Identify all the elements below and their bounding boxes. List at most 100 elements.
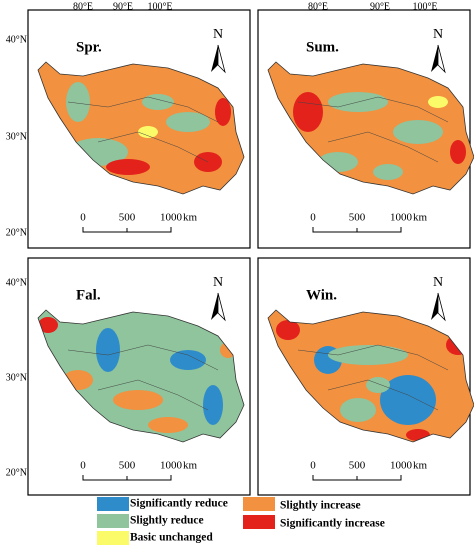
lat-label: 30°N bbox=[6, 131, 27, 142]
scale-label: 0 bbox=[80, 460, 86, 472]
region bbox=[428, 96, 448, 108]
boundary bbox=[37, 61, 245, 195]
legend-swatch bbox=[97, 497, 129, 511]
map bbox=[267, 309, 474, 443]
north-label: N bbox=[433, 27, 443, 42]
legend-swatch bbox=[243, 497, 275, 511]
north-arrow bbox=[431, 293, 438, 320]
region bbox=[373, 164, 403, 180]
internal-border bbox=[67, 344, 219, 411]
map-fill bbox=[268, 310, 474, 442]
north-arrow bbox=[211, 45, 218, 72]
north-label: N bbox=[213, 275, 223, 290]
scale-label: 0 bbox=[310, 212, 316, 224]
scale-label: 1000 bbox=[160, 460, 183, 472]
panel-label: Sum. bbox=[306, 39, 339, 55]
north-label: N bbox=[433, 275, 443, 290]
scale-unit: km bbox=[413, 460, 428, 472]
scale-unit: km bbox=[183, 460, 198, 472]
panel-frame bbox=[257, 257, 471, 496]
north-label: N bbox=[213, 27, 223, 42]
panel-label: Win. bbox=[306, 287, 337, 303]
map-fill bbox=[268, 62, 474, 194]
lon-label: 100°E bbox=[147, 1, 172, 12]
boundary bbox=[37, 309, 245, 443]
lat-label: 20°N bbox=[6, 227, 27, 238]
lat-label: 30°N bbox=[6, 372, 27, 383]
region bbox=[220, 342, 236, 358]
region bbox=[170, 350, 206, 370]
scale-bar bbox=[82, 227, 172, 233]
region bbox=[38, 317, 58, 333]
scale-bar bbox=[312, 227, 402, 233]
region bbox=[106, 159, 150, 175]
legend-label: Significantly increase bbox=[280, 518, 385, 530]
panel-frame bbox=[27, 9, 251, 249]
map bbox=[37, 61, 245, 195]
legend-swatch bbox=[97, 531, 129, 545]
scale-label: 500 bbox=[119, 212, 136, 224]
north-arrow bbox=[217, 44, 226, 74]
scale-label: 1000 bbox=[160, 212, 183, 224]
legend-swatch bbox=[243, 515, 275, 529]
lon-label: 90°E bbox=[370, 1, 390, 12]
north-arrow bbox=[211, 293, 218, 320]
internal-border bbox=[67, 96, 219, 163]
region bbox=[380, 375, 436, 425]
lat-label: 20°N bbox=[6, 467, 27, 478]
north-arrow bbox=[217, 292, 226, 322]
panel-label: Fal. bbox=[76, 287, 101, 303]
legend-label: Basic unchanged bbox=[130, 532, 213, 544]
north-arrow bbox=[431, 45, 438, 72]
map bbox=[37, 309, 245, 443]
scale-label: 1000 bbox=[390, 212, 413, 224]
map-fill bbox=[38, 310, 244, 442]
region bbox=[293, 92, 323, 132]
region bbox=[406, 429, 430, 441]
panel-frame bbox=[27, 257, 251, 496]
scale-label: 1000 bbox=[390, 460, 413, 472]
lat-label: 40°N bbox=[6, 34, 27, 45]
legend-label: Slightly reduce bbox=[130, 515, 204, 527]
region bbox=[113, 390, 163, 410]
legend-label: Significantly reduce bbox=[130, 498, 228, 510]
region bbox=[142, 94, 174, 110]
region bbox=[63, 370, 93, 390]
scale-bar bbox=[82, 475, 172, 481]
scale-label: 500 bbox=[349, 460, 366, 472]
internal-border bbox=[297, 96, 449, 163]
lon-label: 90°E bbox=[113, 1, 133, 12]
north-arrow bbox=[437, 44, 446, 74]
region bbox=[203, 385, 223, 425]
scale-label: 500 bbox=[119, 460, 136, 472]
scale-unit: km bbox=[413, 212, 428, 224]
lat-label: 40°N bbox=[6, 277, 27, 288]
panel-label: Spr. bbox=[76, 39, 102, 55]
region bbox=[148, 417, 188, 433]
region bbox=[366, 377, 390, 393]
lon-label: 100°E bbox=[412, 1, 437, 12]
lon-label: 80°E bbox=[73, 1, 93, 12]
boundary bbox=[267, 309, 474, 443]
scale-unit: km bbox=[183, 212, 198, 224]
region bbox=[96, 328, 120, 372]
boundary bbox=[267, 61, 474, 195]
map bbox=[267, 61, 474, 195]
scale-label: 0 bbox=[310, 460, 316, 472]
panel-frame bbox=[257, 9, 471, 249]
lon-label: 80°E bbox=[308, 1, 328, 12]
map-fill bbox=[38, 62, 244, 194]
internal-border bbox=[297, 344, 449, 411]
region bbox=[66, 82, 90, 122]
region bbox=[276, 320, 300, 340]
scale-label: 500 bbox=[349, 212, 366, 224]
region bbox=[215, 98, 231, 126]
legend-swatch bbox=[97, 514, 129, 528]
region bbox=[393, 120, 443, 144]
north-arrow bbox=[437, 292, 446, 322]
legend-label: Slightly increase bbox=[280, 500, 361, 512]
region bbox=[450, 140, 466, 164]
scale-label: 0 bbox=[80, 212, 86, 224]
region bbox=[38, 310, 244, 442]
